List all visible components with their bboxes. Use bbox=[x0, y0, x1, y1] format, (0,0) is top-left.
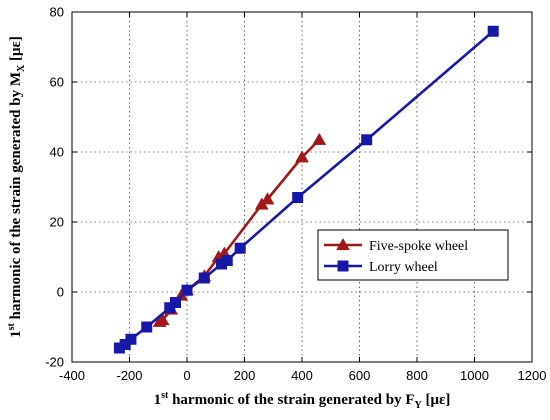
ticks: -400 -200 0 200 400 600 800 1000 1200-2002040608… bbox=[45, 5, 546, 384]
x-tick-label: 1200 bbox=[518, 368, 547, 383]
data-point bbox=[164, 302, 176, 314]
data-point bbox=[125, 333, 137, 345]
y-tick-label: 60 bbox=[50, 75, 64, 90]
legend: Five-spoke wheel Lorry wheel bbox=[317, 229, 509, 281]
y-axis-title-sup: st bbox=[6, 323, 17, 331]
data-point bbox=[295, 150, 309, 163]
x-axis-title-unit: [με] bbox=[422, 392, 451, 408]
x-tick-label: 800 bbox=[406, 368, 428, 383]
x-tick-label: -400 bbox=[59, 368, 85, 383]
legend-marker bbox=[336, 237, 350, 251]
x-axis-title-main: harmonic of the strain generated by F bbox=[168, 392, 414, 408]
data-point bbox=[312, 132, 327, 145]
x-tick-label: 0 bbox=[183, 368, 190, 383]
data-point bbox=[361, 134, 373, 146]
data-point bbox=[141, 321, 153, 333]
x-tick-label: -200 bbox=[116, 368, 142, 383]
data-point bbox=[487, 25, 499, 37]
series-layer bbox=[113, 25, 499, 354]
y-axis-title: 1st harmonic of the strain generated by … bbox=[6, 36, 27, 338]
series-2 bbox=[113, 25, 499, 354]
x-tick-label: 1000 bbox=[460, 368, 489, 383]
y-tick-label: 80 bbox=[50, 5, 64, 20]
x-axis-title-lead: 1 bbox=[154, 392, 162, 408]
y-axis-title-sub: X bbox=[16, 64, 27, 72]
legend-label: Lorry wheel bbox=[369, 260, 438, 275]
data-point bbox=[234, 242, 246, 254]
y-axis-title-lead: 1 bbox=[8, 330, 24, 338]
data-point bbox=[260, 192, 275, 205]
y-tick-label: 20 bbox=[50, 215, 64, 230]
data-point bbox=[292, 192, 304, 203]
data-point bbox=[155, 312, 170, 326]
data-point bbox=[198, 272, 210, 284]
x-axis-title: 1st harmonic of the strain generated by … bbox=[154, 390, 451, 411]
legend-label: Five-spoke wheel bbox=[369, 239, 468, 254]
y-tick-label: 0 bbox=[57, 285, 64, 300]
y-axis-title-main: harmonic of the strain generated by M bbox=[8, 72, 24, 323]
legend-marker bbox=[337, 260, 349, 272]
data-point bbox=[181, 284, 193, 296]
y-axis-title-unit: [με] bbox=[8, 36, 24, 65]
x-axis-title-sup: st bbox=[161, 390, 169, 401]
data-point bbox=[216, 258, 227, 270]
x-axis-title-sub: Y bbox=[415, 400, 423, 411]
data-point bbox=[170, 297, 181, 308]
data-point bbox=[221, 255, 233, 266]
data-point bbox=[119, 339, 131, 350]
legend-box bbox=[317, 229, 509, 281]
y-tick-label: -20 bbox=[45, 355, 64, 370]
x-tick-label: 600 bbox=[349, 368, 371, 383]
grid bbox=[72, 12, 532, 362]
y-tick-label: 40 bbox=[50, 145, 64, 160]
data-point bbox=[113, 342, 125, 354]
x-tick-label: 400 bbox=[291, 368, 313, 383]
x-tick-label: 200 bbox=[234, 368, 256, 383]
